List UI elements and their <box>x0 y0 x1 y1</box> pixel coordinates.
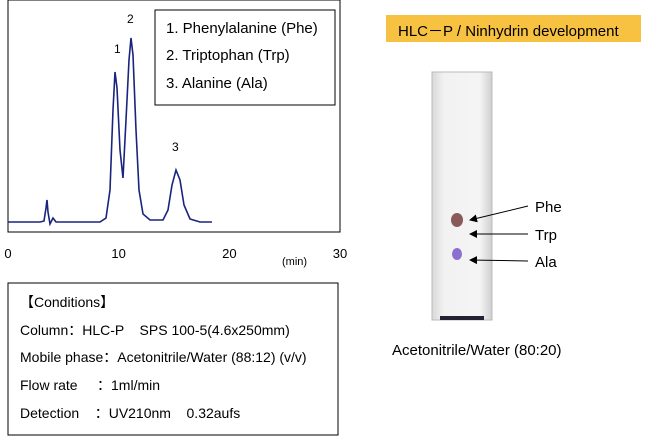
legend-item: 3. Alanine (Ala) <box>166 75 268 92</box>
condition-row: Mobile phase：Acetonitrile/Water (88:12) … <box>20 349 307 365</box>
plate-bottom <box>440 316 484 320</box>
condition-row: Column：HLC-P SPS 100-5(4.6x250mm) <box>20 322 290 338</box>
badge <box>386 15 641 42</box>
spot-label: Phe <box>535 199 562 216</box>
spot-phe <box>451 213 463 227</box>
x-tick-label: 0 <box>4 246 12 261</box>
badge-text: HLC－P / Ninhydrin development <box>398 23 619 40</box>
arrow <box>469 205 529 223</box>
x-tick-label: 10 <box>111 246 126 261</box>
chromatogram-trace <box>8 37 212 227</box>
legend-box <box>154 9 336 106</box>
legend-item: 1. Phenylalanine (Phe) <box>166 20 318 37</box>
conditions-box <box>7 282 339 436</box>
conditions-title: 【Conditions】 <box>20 294 115 310</box>
caption: Acetonitrile/Water (80:20) <box>392 342 562 359</box>
x-axis-label: (min) <box>282 256 308 268</box>
spot-label: Ala <box>535 254 557 271</box>
x-tick-label: 30 <box>332 246 348 261</box>
x-tick-label: 20 <box>222 246 237 261</box>
arrow <box>469 256 529 265</box>
tlc-plate <box>431 71 493 321</box>
condition-row: Flow rate ：1ml/min <box>20 377 161 393</box>
legend-item: 2. Triptophan (Trp) <box>166 47 290 64</box>
spot-label: Trp <box>535 227 557 244</box>
peak-label: 3 <box>172 140 179 154</box>
condition-row: Detection ：UV210nm 0.32aufs <box>20 405 241 421</box>
peak-label: 2 <box>127 12 134 26</box>
chart-frame <box>7 0 341 233</box>
spot-ala <box>452 248 462 260</box>
peak-label: 1 <box>114 42 121 56</box>
